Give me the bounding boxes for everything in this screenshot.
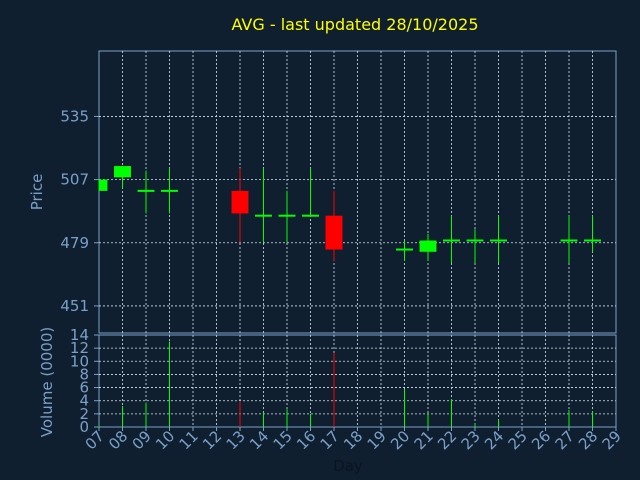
volume-tick-label: 10 (70, 352, 89, 370)
candle-body (255, 214, 272, 217)
price-tick-label: 451 (60, 297, 89, 315)
candles (98, 166, 601, 264)
price-tick-label: 507 (60, 171, 89, 189)
candle-body (278, 214, 296, 217)
volume-tick-label: 12 (70, 339, 89, 357)
price-tick-label: 479 (60, 234, 89, 252)
chart-title: AVG - last updated 28/10/2025 (232, 15, 479, 34)
price-tick-label: 535 (60, 107, 89, 125)
volume-tick-label: 8 (79, 365, 89, 383)
volume-tick-label: 0 (79, 418, 89, 436)
volume-tick-label: 6 (79, 379, 89, 397)
price-panel: 451 479 507 535 Price (28, 50, 617, 334)
candle-body (325, 215, 343, 250)
volume-tick-label: 4 (79, 392, 89, 410)
price-y-ticks: 451 479 507 535 (60, 107, 99, 315)
price-axis-label: Price (28, 174, 46, 211)
candle-body (137, 189, 155, 192)
candle-body (466, 239, 484, 242)
candle-body (560, 239, 578, 242)
candle-body (584, 239, 601, 242)
candle-body (443, 239, 460, 242)
candle-body (231, 190, 249, 214)
candle-body (490, 239, 507, 242)
candle-body (396, 248, 413, 251)
candle-body (99, 179, 108, 191)
candle-body (302, 214, 319, 217)
candle-body (419, 240, 437, 252)
candle-body (114, 166, 131, 178)
volume-axis-label: Volume (0000) (38, 327, 56, 437)
day-axis-ticks: 0708091011121314151617181920212223242526… (82, 427, 625, 453)
volume-bars (98, 341, 593, 427)
volume-tick-label: 2 (79, 405, 89, 423)
candle-body (161, 189, 178, 192)
day-axis-label: Day (333, 457, 363, 475)
volume-tick-label: 14 (70, 326, 89, 344)
